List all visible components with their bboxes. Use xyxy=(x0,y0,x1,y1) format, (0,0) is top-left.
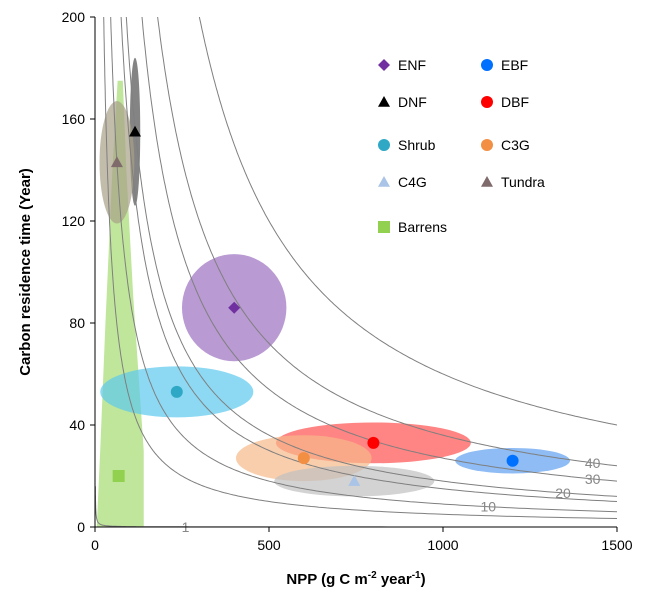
c3g-point xyxy=(297,452,310,465)
isoline xyxy=(125,17,617,497)
legend-label-c4g: C4G xyxy=(398,174,427,190)
y-tick-label: 200 xyxy=(62,9,86,25)
enf-point xyxy=(228,301,241,314)
legend-marker-c4g xyxy=(378,176,390,187)
x-tick-label: 1500 xyxy=(601,537,632,553)
barrens-range-band xyxy=(96,80,144,527)
legend-label-ebf: EBF xyxy=(501,57,528,73)
legend-marker-dnf xyxy=(378,96,390,107)
isoline xyxy=(120,17,617,502)
tundra-point xyxy=(110,156,123,168)
legend-marker-shrub xyxy=(378,139,390,151)
legend-label-c3g: C3G xyxy=(501,137,530,153)
legend-marker-tundra xyxy=(481,176,493,187)
x-tick-label: 0 xyxy=(91,537,99,553)
legend-marker-enf xyxy=(378,59,390,71)
legend-marker-c3g xyxy=(481,139,493,151)
legend-label-barrens: Barrens xyxy=(398,219,447,235)
shrub-point xyxy=(170,385,183,398)
isoline xyxy=(110,17,617,513)
dbf-point xyxy=(367,436,380,449)
isoline xyxy=(198,17,617,426)
y-tick-label: 120 xyxy=(62,213,86,229)
y-tick-label: 40 xyxy=(69,417,85,433)
ebf-point xyxy=(506,454,519,467)
isoline-label: 20 xyxy=(555,485,571,501)
y-tick-label: 0 xyxy=(77,519,85,535)
isoline xyxy=(157,17,617,467)
legend-marker-barrens xyxy=(378,221,390,233)
isoline-label: 40 xyxy=(585,455,601,471)
c4g-point xyxy=(348,475,361,486)
isoline xyxy=(103,17,617,519)
legend-marker-dbf xyxy=(481,96,493,108)
x-tick-label: 1000 xyxy=(427,537,458,553)
dnf-point xyxy=(129,125,142,137)
isoline-label: 30 xyxy=(585,471,601,487)
x-axis-title: NPP (g C m-2 year-1) xyxy=(286,570,425,588)
y-tick-label: 160 xyxy=(62,111,86,127)
legend-label-tundra: Tundra xyxy=(501,174,545,190)
isoline xyxy=(141,17,617,482)
legend-label-dbf: DBF xyxy=(501,94,529,110)
legend-label-dnf: DNF xyxy=(398,94,427,110)
legend: ENF EBF DNF DBF Shrub C3G C4G Tundra Barrens xyxy=(378,57,545,235)
x-tick-label: 500 xyxy=(257,537,281,553)
isoline-label: 10 xyxy=(480,499,496,515)
axes: 0 500 1000 1500 0 40 80 120 160 200 xyxy=(62,9,633,553)
legend-label-shrub: Shrub xyxy=(398,137,436,153)
y-tick-label: 80 xyxy=(69,315,85,331)
barrens-point xyxy=(112,470,125,482)
y-axis-title: Carbon residence time (Year) xyxy=(17,168,34,376)
legend-marker-ebf xyxy=(481,59,493,71)
legend-label-enf: ENF xyxy=(398,57,426,73)
